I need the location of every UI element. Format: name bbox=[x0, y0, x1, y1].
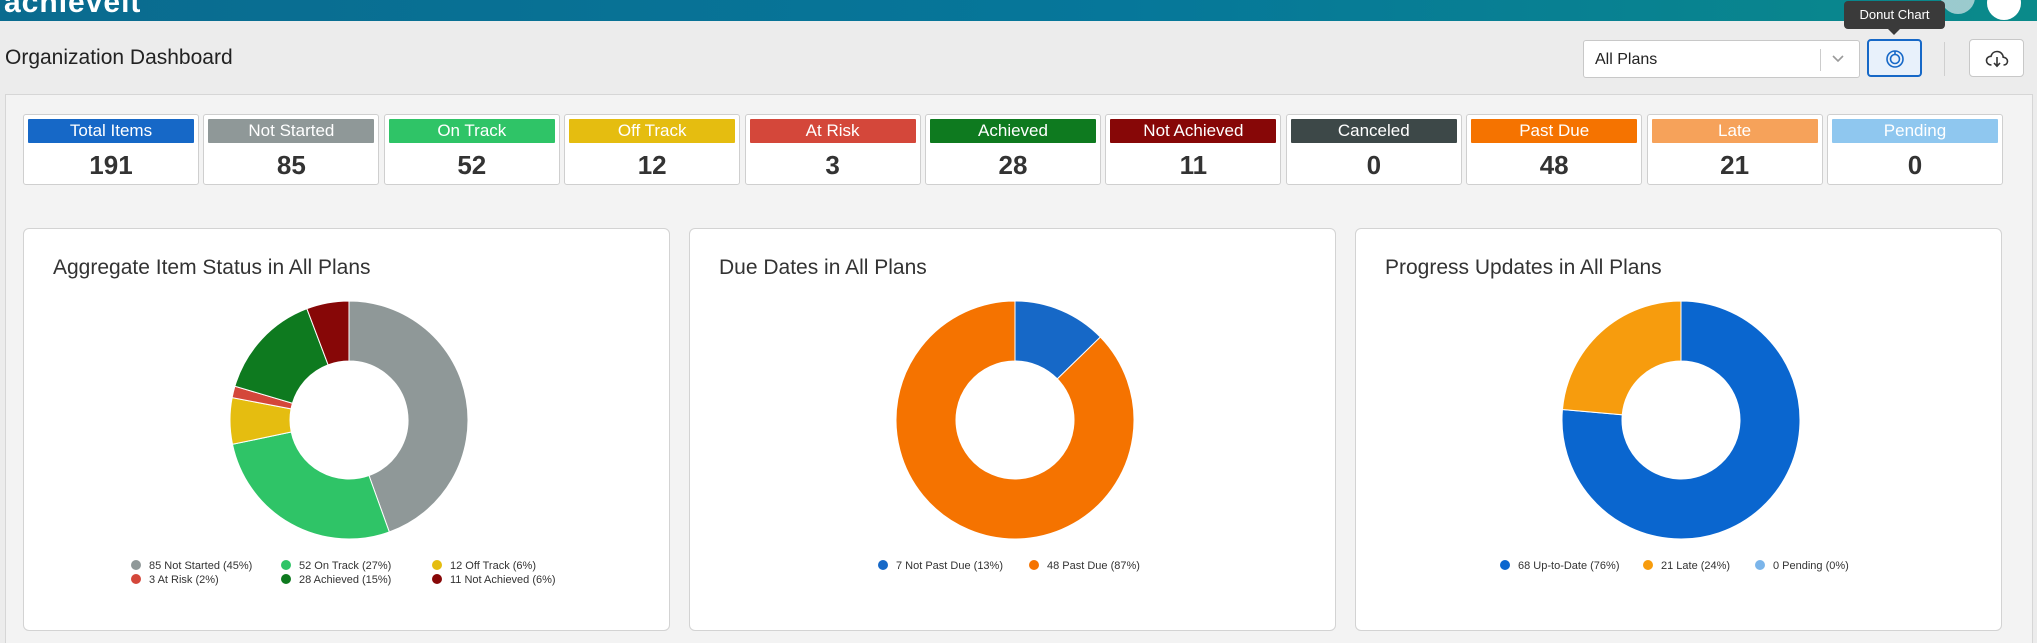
card-total-items[interactable]: Total Items 191 bbox=[23, 114, 199, 185]
legend-label: 21 Late (24%) bbox=[1661, 560, 1731, 572]
legend-dot bbox=[281, 574, 291, 584]
legend-label: 28 Achieved (15%) bbox=[299, 574, 392, 586]
card-label: Off Track bbox=[569, 119, 736, 143]
card-label: Canceled bbox=[1290, 119, 1457, 143]
help-icon[interactable] bbox=[1941, 0, 1975, 14]
donut-chart-tooltip: Donut Chart bbox=[1844, 1, 1945, 35]
legend-item-late[interactable]: 21 Late (24%) bbox=[1643, 559, 1730, 573]
toolbar-divider bbox=[1944, 42, 1945, 76]
legend-dot bbox=[1029, 560, 1039, 570]
chart-card-progress-updates: Progress Updates in All Plans 68 Up-to-D… bbox=[1355, 228, 2002, 631]
donut-slice-not-achieved[interactable] bbox=[306, 300, 350, 366]
card-late[interactable]: Late 21 bbox=[1646, 114, 1823, 185]
donut-chart bbox=[1561, 300, 1801, 540]
chart-title: Due Dates in All Plans bbox=[719, 256, 927, 279]
chart-title: Aggregate Item Status in All Plans bbox=[53, 256, 371, 279]
legend-label: 11 Not Achieved (6%) bbox=[450, 574, 556, 586]
donut-slice-not-started[interactable] bbox=[348, 300, 469, 533]
card-canceled[interactable]: Canceled 0 bbox=[1285, 114, 1462, 185]
card-pending[interactable]: Pending 0 bbox=[1827, 114, 2003, 185]
card-label: Not Started bbox=[208, 119, 375, 143]
legend-label: 3 At Risk (2%) bbox=[149, 574, 219, 586]
card-value: 52 bbox=[457, 150, 487, 180]
legend-dot bbox=[432, 574, 442, 584]
donut-chart-button[interactable] bbox=[1867, 39, 1922, 77]
card-value: 0 bbox=[1366, 150, 1382, 180]
legend-item-not-started[interactable]: 85 Not Started (45%) bbox=[131, 559, 252, 573]
card-label: Past Due bbox=[1471, 119, 1638, 143]
donut-slice-on-track[interactable] bbox=[231, 431, 390, 540]
legend-item-not-past-due[interactable]: 7 Not Past Due (13%) bbox=[878, 559, 1003, 573]
card-label: Late bbox=[1651, 119, 1818, 143]
card-value: 11 bbox=[1179, 150, 1208, 180]
card-value: 0 bbox=[1907, 150, 1923, 180]
legend-dot bbox=[432, 560, 442, 570]
chart-card-aggregate-status: Aggregate Item Status in All Plans 85 No… bbox=[23, 228, 670, 631]
legend-item-past-due[interactable]: 48 Past Due (87%) bbox=[1029, 559, 1140, 573]
card-value: 12 bbox=[637, 150, 667, 180]
card-label: Pending bbox=[1832, 119, 1998, 143]
card-label: On Track bbox=[388, 119, 555, 143]
chart-title: Progress Updates in All Plans bbox=[1385, 256, 1662, 279]
select-divider bbox=[1820, 49, 1821, 71]
legend-dot bbox=[878, 560, 888, 570]
card-achieved[interactable]: Achieved 28 bbox=[925, 114, 1101, 185]
legend-dot bbox=[1643, 560, 1653, 570]
donut-slice-late[interactable] bbox=[1561, 300, 1682, 416]
card-on-track[interactable]: On Track 52 bbox=[383, 114, 560, 185]
legend-label: 0 Pending (0%) bbox=[1773, 560, 1849, 572]
card-value: 3 bbox=[825, 150, 840, 180]
legend-label: 12 Off Track (6%) bbox=[450, 560, 536, 572]
card-label: Achieved bbox=[930, 119, 1096, 143]
legend-label: 52 On Track (27%) bbox=[299, 560, 392, 572]
card-past-due[interactable]: Past Due 48 bbox=[1466, 114, 1643, 185]
card-label: Not Achieved bbox=[1110, 119, 1277, 143]
card-label: At Risk bbox=[749, 119, 916, 143]
donut-slice-past-due[interactable] bbox=[895, 300, 1135, 540]
legend-dot bbox=[281, 560, 291, 570]
card-value: 21 bbox=[1720, 150, 1750, 180]
card-value: 48 bbox=[1539, 150, 1569, 180]
legend-item-up-to-date[interactable]: 68 Up-to-Date (76%) bbox=[1500, 559, 1620, 573]
card-not-started[interactable]: Not Started 85 bbox=[203, 114, 380, 185]
user-avatar[interactable] bbox=[1987, 0, 2021, 20]
card-value: 191 bbox=[89, 150, 133, 180]
card-value: 85 bbox=[276, 150, 306, 180]
legend-label: 48 Past Due (87%) bbox=[1047, 560, 1140, 572]
legend-dot bbox=[131, 560, 141, 570]
legend-dot bbox=[131, 574, 141, 584]
legend-item-at-risk[interactable]: 3 At Risk (2%) bbox=[131, 573, 219, 587]
card-value: 28 bbox=[998, 150, 1028, 180]
legend-label: 68 Up-to-Date (76%) bbox=[1518, 560, 1620, 572]
legend-dot bbox=[1755, 560, 1765, 570]
legend-label: 85 Not Started (45%) bbox=[149, 560, 253, 572]
card-not-achieved[interactable]: Not Achieved 11 bbox=[1105, 114, 1282, 185]
legend-item-pending[interactable]: 0 Pending (0%) bbox=[1755, 559, 1849, 573]
legend-item-not-achieved[interactable]: 11 Not Achieved (6%) bbox=[432, 573, 556, 587]
top-navigation-bar: achieveit bbox=[0, 0, 2037, 21]
cloud-download-icon bbox=[1985, 50, 2009, 68]
card-off-track[interactable]: Off Track 12 bbox=[564, 114, 741, 185]
card-at-risk[interactable]: At Risk 3 bbox=[744, 114, 921, 185]
brand-logo[interactable]: achieveit bbox=[4, 0, 142, 19]
donut-chart bbox=[229, 300, 469, 540]
summary-cards: Total Items 191 Not Started 85 On Track … bbox=[23, 114, 2003, 186]
donut-slice-up-to-date[interactable] bbox=[1561, 300, 1801, 540]
plan-select[interactable]: All Plans bbox=[1583, 40, 1860, 78]
card-label: Total Items bbox=[28, 119, 194, 143]
legend-dot bbox=[1500, 560, 1510, 570]
plan-select-value: All Plans bbox=[1595, 51, 1658, 68]
chart-card-due-dates: Due Dates in All Plans 7 Not Past Due (1… bbox=[689, 228, 1336, 631]
legend-item-achieved[interactable]: 28 Achieved (15%) bbox=[281, 573, 391, 587]
legend-label: 7 Not Past Due (13%) bbox=[896, 560, 1003, 572]
donut-chart bbox=[895, 300, 1135, 540]
donut-chart-icon bbox=[1886, 50, 1904, 68]
legend-item-on-track[interactable]: 52 On Track (27%) bbox=[281, 559, 391, 573]
download-button[interactable] bbox=[1969, 39, 2024, 77]
chevron-down-icon bbox=[1832, 55, 1844, 63]
page-title: Organization Dashboard bbox=[5, 46, 233, 69]
legend-item-off-track[interactable]: 12 Off Track (6%) bbox=[432, 559, 536, 573]
